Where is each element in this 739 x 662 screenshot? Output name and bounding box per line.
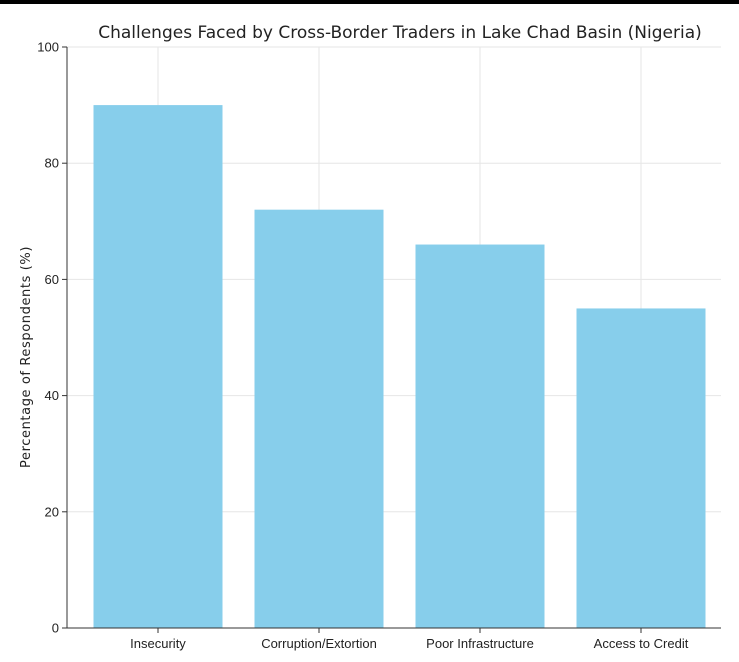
y-tick-label-80: 80 <box>45 156 59 171</box>
bar-insecurity <box>93 105 223 629</box>
top-border-rule <box>0 0 739 4</box>
y-tick-label-40: 40 <box>45 388 59 403</box>
y-tick-label-100: 100 <box>37 40 59 55</box>
y-axis-label: Percentage of Respondents (%) <box>19 246 34 468</box>
y-tick-label-60: 60 <box>45 272 59 287</box>
y-tick-label-20: 20 <box>45 504 59 519</box>
axes: 0 20 40 60 80 100 Insecurity Corruption/Extorti… <box>37 40 721 651</box>
bar-poor-infrastructure <box>415 244 545 629</box>
chart-title: Challenges Faced by Cross-Border Traders… <box>98 23 702 43</box>
y-tick-label-0: 0 <box>52 621 59 636</box>
x-tick-label-1: Corruption/Extortion <box>261 636 377 651</box>
bar-access-to-credit <box>576 308 706 628</box>
x-tick-label-2: Poor Infrastructure <box>426 636 534 651</box>
x-tick-label-0: Insecurity <box>130 636 186 651</box>
bar-corruption-extortion <box>254 209 384 628</box>
bars <box>93 105 706 629</box>
x-tick-label-3: Access to Credit <box>594 636 689 651</box>
